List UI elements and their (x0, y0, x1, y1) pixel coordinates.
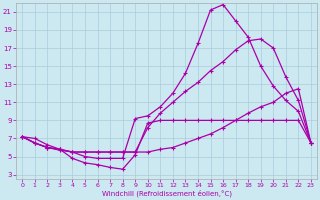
X-axis label: Windchill (Refroidissement éolien,°C): Windchill (Refroidissement éolien,°C) (101, 190, 232, 197)
